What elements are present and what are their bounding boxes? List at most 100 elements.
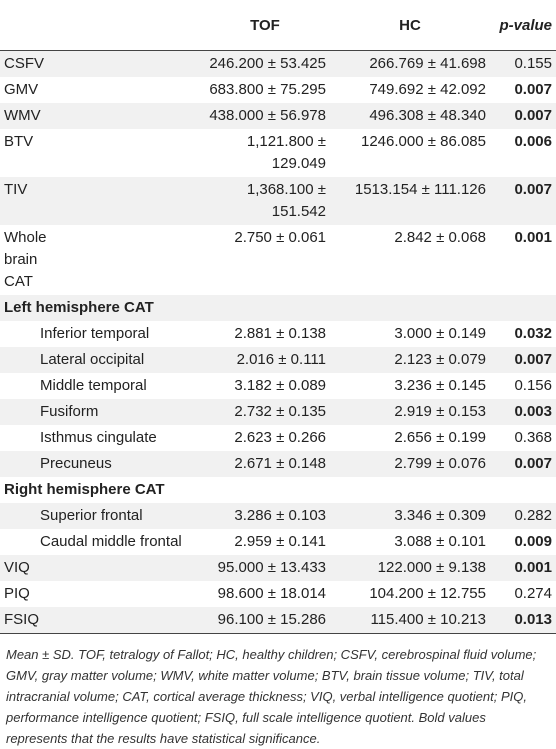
hc-value: 3.346 ± 0.309 (330, 503, 490, 529)
row-label: BTV (0, 129, 200, 177)
p-value: 0.007 (490, 177, 556, 225)
tof-value: 246.200 ± 53.425 (200, 50, 330, 77)
p-value: 0.368 (514, 429, 552, 446)
tof-value: 2.623 ± 0.266 (234, 429, 326, 446)
tof-value: 2.959 ± 0.141 (234, 533, 326, 550)
hc-value: 2.919 ± 0.153 (330, 399, 490, 425)
footnote: Mean ± SD. TOF, tetralogy of Fallot; HC,… (6, 647, 537, 746)
row-label-text: FSIQ (4, 611, 40, 628)
row-label: FSIQ (0, 607, 200, 634)
table-row: Fusiform 2.732 ± 0.135 2.919 ± 0.153 0.003 (0, 399, 556, 425)
section-label: Left hemisphere CAT (0, 295, 556, 321)
tof-value: 1,121.800 ± 129.049 (246, 133, 326, 172)
table-row: FSIQ 96.100 ± 15.286 115.400 ± 10.213 0.013 (0, 607, 556, 634)
row-label-text: Precuneus (40, 455, 112, 472)
table-row: TIV 1,368.100 ± 151.542 1513.154 ± 111.126… (0, 177, 556, 225)
tof-value: 2.750 ± 0.061 (234, 229, 326, 246)
table-row: Isthmus cingulate 2.623 ± 0.266 2.656 ± 0.… (0, 425, 556, 451)
row-label: Inferior temporal (0, 321, 200, 347)
row-label: CSFV (0, 50, 200, 77)
p-value: 0.013 (490, 607, 556, 634)
row-label: WMV (0, 103, 200, 129)
hc-value: 2.123 ± 0.079 (330, 347, 490, 373)
row-label-text: CSFV (4, 55, 45, 72)
hc-value: 266.769 ± 41.698 (330, 50, 490, 77)
section-label: Right hemisphere CAT (4, 481, 165, 498)
row-label: Caudal middle frontal (0, 529, 200, 555)
row-label: VIQ (0, 555, 200, 581)
table-row: PIQ 98.600 ± 18.014 104.200 ± 12.755 0.274 (0, 581, 556, 607)
row-label: TIV (0, 177, 200, 225)
tof-value: 2.016 ± 0.111 (200, 347, 330, 373)
hc-value: 496.308 ± 48.340 (330, 103, 490, 129)
p-value: 0.156 (514, 377, 552, 394)
row-label-text: VIQ (4, 559, 30, 576)
row-label: Precuneus (0, 451, 200, 477)
row-label-text: BTV (4, 133, 34, 150)
hc-value: 115.400 ± 10.213 (330, 607, 490, 634)
tof-value: 95.000 ± 13.433 (200, 555, 330, 581)
p-value: 0.001 (490, 555, 556, 581)
row-label-text: Isthmus cingulate (40, 429, 157, 446)
row-label-text: Fusiform (40, 403, 99, 420)
table-row: CSFV 246.200 ± 53.425 266.769 ± 41.698 0.15… (0, 50, 556, 77)
table-row: BTV 1,121.800 ± 129.049 1246.000 ± 86.085 0… (0, 129, 556, 177)
tof-value: 96.100 ± 15.286 (200, 607, 330, 634)
table-row: Caudal middle frontal 2.959 ± 0.141 3.088 … (0, 529, 556, 555)
table-row: Precuneus 2.671 ± 0.148 2.799 ± 0.076 0.007 (0, 451, 556, 477)
p-value: 0.006 (514, 133, 552, 150)
table-row: GMV 683.800 ± 75.295 749.692 ± 42.092 0.007 (0, 77, 556, 103)
row-label-text: Whole brain CAT (4, 229, 47, 290)
p-value: 0.155 (490, 50, 556, 77)
tof-value: 2.881 ± 0.138 (234, 325, 326, 342)
table-row: Middle temporal 3.182 ± 0.089 3.236 ± 0.14… (0, 373, 556, 399)
row-label: Whole brain CAT (0, 225, 200, 295)
p-value: 0.001 (514, 229, 552, 246)
hc-value: 1513.154 ± 111.126 (330, 177, 490, 225)
data-table: TOF HC p-value CSFV 246.200 ± 53.425 266.7… (0, 0, 556, 634)
p-value: 0.282 (490, 503, 556, 529)
hc-value: 749.692 ± 42.092 (369, 81, 486, 98)
tof-value: 3.182 ± 0.089 (234, 377, 326, 394)
p-value: 0.007 (490, 103, 556, 129)
header-cell: p-value (490, 0, 556, 51)
table-row: Whole brain CAT 2.750 ± 0.061 2.842 ± 0.06… (0, 225, 556, 295)
row-label-text: Lateral occipital (40, 351, 145, 368)
header-row: TOF HC p-value (0, 0, 556, 51)
p-value: 0.003 (490, 399, 556, 425)
table-row: Inferior temporal 2.881 ± 0.138 3.000 ± 0.… (0, 321, 556, 347)
hc-value: 2.842 ± 0.068 (394, 229, 486, 246)
row-label: Lateral occipital (0, 347, 200, 373)
tof-value: 1,368.100 ± 151.542 (200, 177, 330, 225)
hc-value: 3.000 ± 0.149 (394, 325, 486, 342)
p-value: 0.009 (514, 533, 552, 550)
p-value: 0.274 (514, 585, 552, 602)
tof-value: 2.671 ± 0.148 (200, 451, 330, 477)
row-label: Fusiform (0, 399, 200, 425)
row-label-text: Middle temporal (40, 377, 147, 394)
header-cell: HC (330, 0, 490, 51)
row-label: Isthmus cingulate (0, 425, 200, 451)
hc-value: 104.200 ± 12.755 (369, 585, 486, 602)
row-label: Superior frontal (0, 503, 200, 529)
row-label-text: WMV (4, 107, 41, 124)
row-label-text: TIV (4, 181, 28, 198)
table-row: VIQ 95.000 ± 13.433 122.000 ± 9.138 0.001 (0, 555, 556, 581)
tof-value: 3.286 ± 0.103 (200, 503, 330, 529)
tof-value: 98.600 ± 18.014 (217, 585, 326, 602)
header-cell (0, 0, 200, 51)
tof-value: 2.732 ± 0.135 (200, 399, 330, 425)
table-row: Superior frontal 3.286 ± 0.103 3.346 ± 0.3… (0, 503, 556, 529)
table-row: WMV 438.000 ± 56.978 496.308 ± 48.340 0.007 (0, 103, 556, 129)
row-label: Middle temporal (0, 373, 200, 399)
p-value: 0.007 (490, 451, 556, 477)
hc-value: 3.236 ± 0.145 (394, 377, 486, 394)
row-label-text: PIQ (4, 585, 30, 602)
hc-value: 2.656 ± 0.199 (394, 429, 486, 446)
header-cell: TOF (200, 0, 330, 51)
row-label-text: Superior frontal (40, 507, 143, 524)
p-value: 0.032 (514, 325, 552, 342)
row-label-text: Caudal middle frontal (40, 533, 182, 550)
hc-value: 122.000 ± 9.138 (330, 555, 490, 581)
row-label-text: GMV (4, 81, 39, 98)
